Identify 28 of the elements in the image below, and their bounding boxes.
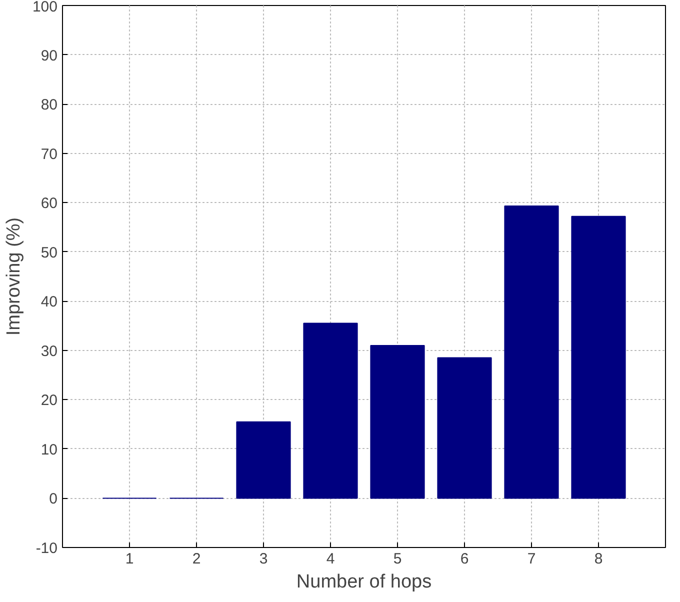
y-axis-title: Improving (%): [3, 217, 24, 336]
bar: [236, 421, 291, 499]
y-tick-label: 30: [40, 342, 58, 360]
x-tick-label: 2: [192, 550, 201, 568]
y-tick-label: 40: [40, 294, 58, 311]
y-tick-label: 50: [40, 244, 58, 262]
x-tick-label: 3: [259, 550, 268, 568]
y-tick-label: 10: [40, 441, 58, 458]
x-tick-label: 4: [326, 550, 335, 568]
y-tick-label: 80: [40, 96, 58, 114]
y-tick-label: 20: [40, 392, 58, 410]
x-tick-label: 7: [527, 550, 536, 568]
bar: [437, 357, 492, 499]
x-axis-title: Number of hops: [296, 572, 432, 592]
x-tick-label: 1: [125, 550, 134, 568]
y-tick-label: 60: [40, 195, 58, 212]
y-tick-label: 100: [32, 0, 58, 16]
y-tick-label: 90: [40, 47, 58, 64]
bar: [571, 216, 626, 499]
y-tick-label: 70: [40, 146, 58, 163]
x-tick-label: 5: [393, 550, 402, 568]
y-tick-label: 0: [49, 490, 58, 508]
x-tick-label: 6: [460, 550, 469, 568]
bar: [370, 344, 425, 499]
x-tick-label: 8: [594, 550, 603, 568]
bar: [303, 322, 358, 499]
bar: [504, 206, 559, 499]
y-tick-label: -10: [36, 540, 58, 557]
